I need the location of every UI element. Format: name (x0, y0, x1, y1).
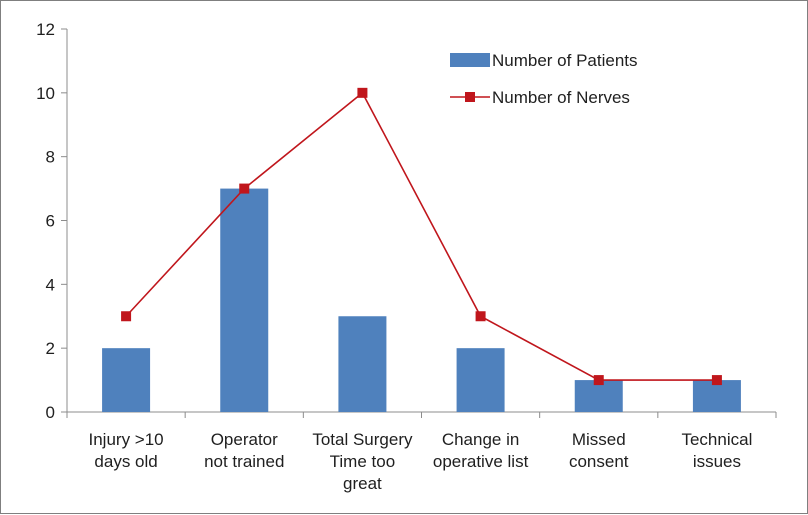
legend-label-number-of-patients: Number of Patients (492, 51, 638, 70)
x-category-label: consent (569, 452, 629, 471)
x-category-label: operative list (433, 452, 529, 471)
y-tick-label: 12 (36, 20, 55, 39)
marker-number-of-nerves (593, 375, 604, 386)
bar-number-of-patients (574, 380, 623, 412)
x-category-label: days old (94, 452, 157, 471)
y-tick-label: 4 (46, 275, 55, 294)
bar-number-of-patients (456, 348, 505, 412)
line-number-of-nerves (125, 91, 717, 381)
bar-number-of-patients (338, 316, 387, 412)
bar-number-of-patients (102, 348, 151, 412)
x-category-label: Time too (330, 452, 396, 471)
marker-number-of-nerves (475, 311, 486, 322)
y-tick-label: 0 (46, 403, 55, 422)
marker-number-of-nerves (711, 375, 722, 386)
marker-number-of-nerves (357, 87, 368, 98)
marker-number-of-nerves (239, 183, 250, 194)
legend-swatch-number-of-patients (450, 53, 490, 67)
x-category-label: Technical (681, 430, 752, 449)
x-category-label: great (343, 474, 382, 493)
x-category-label: Operator (211, 430, 278, 449)
x-category-label: issues (693, 452, 741, 471)
y-tick-label: 8 (46, 148, 55, 167)
x-category-label: Missed (572, 430, 626, 449)
bar-number-of-patients (692, 380, 741, 412)
legend-label-number-of-nerves: Number of Nerves (492, 88, 630, 107)
y-tick-label: 6 (46, 212, 55, 231)
y-tick-label: 2 (46, 339, 55, 358)
x-category-label: Change in (442, 430, 520, 449)
bar-number-of-patients (220, 188, 269, 412)
y-tick-label: 10 (36, 84, 55, 103)
legend-marker-number-of-nerves (465, 92, 475, 102)
x-category-label: not trained (204, 452, 284, 471)
x-category-label: Injury >10 (89, 430, 164, 449)
marker-number-of-nerves (121, 311, 132, 322)
x-category-label: Total Surgery (312, 430, 413, 449)
